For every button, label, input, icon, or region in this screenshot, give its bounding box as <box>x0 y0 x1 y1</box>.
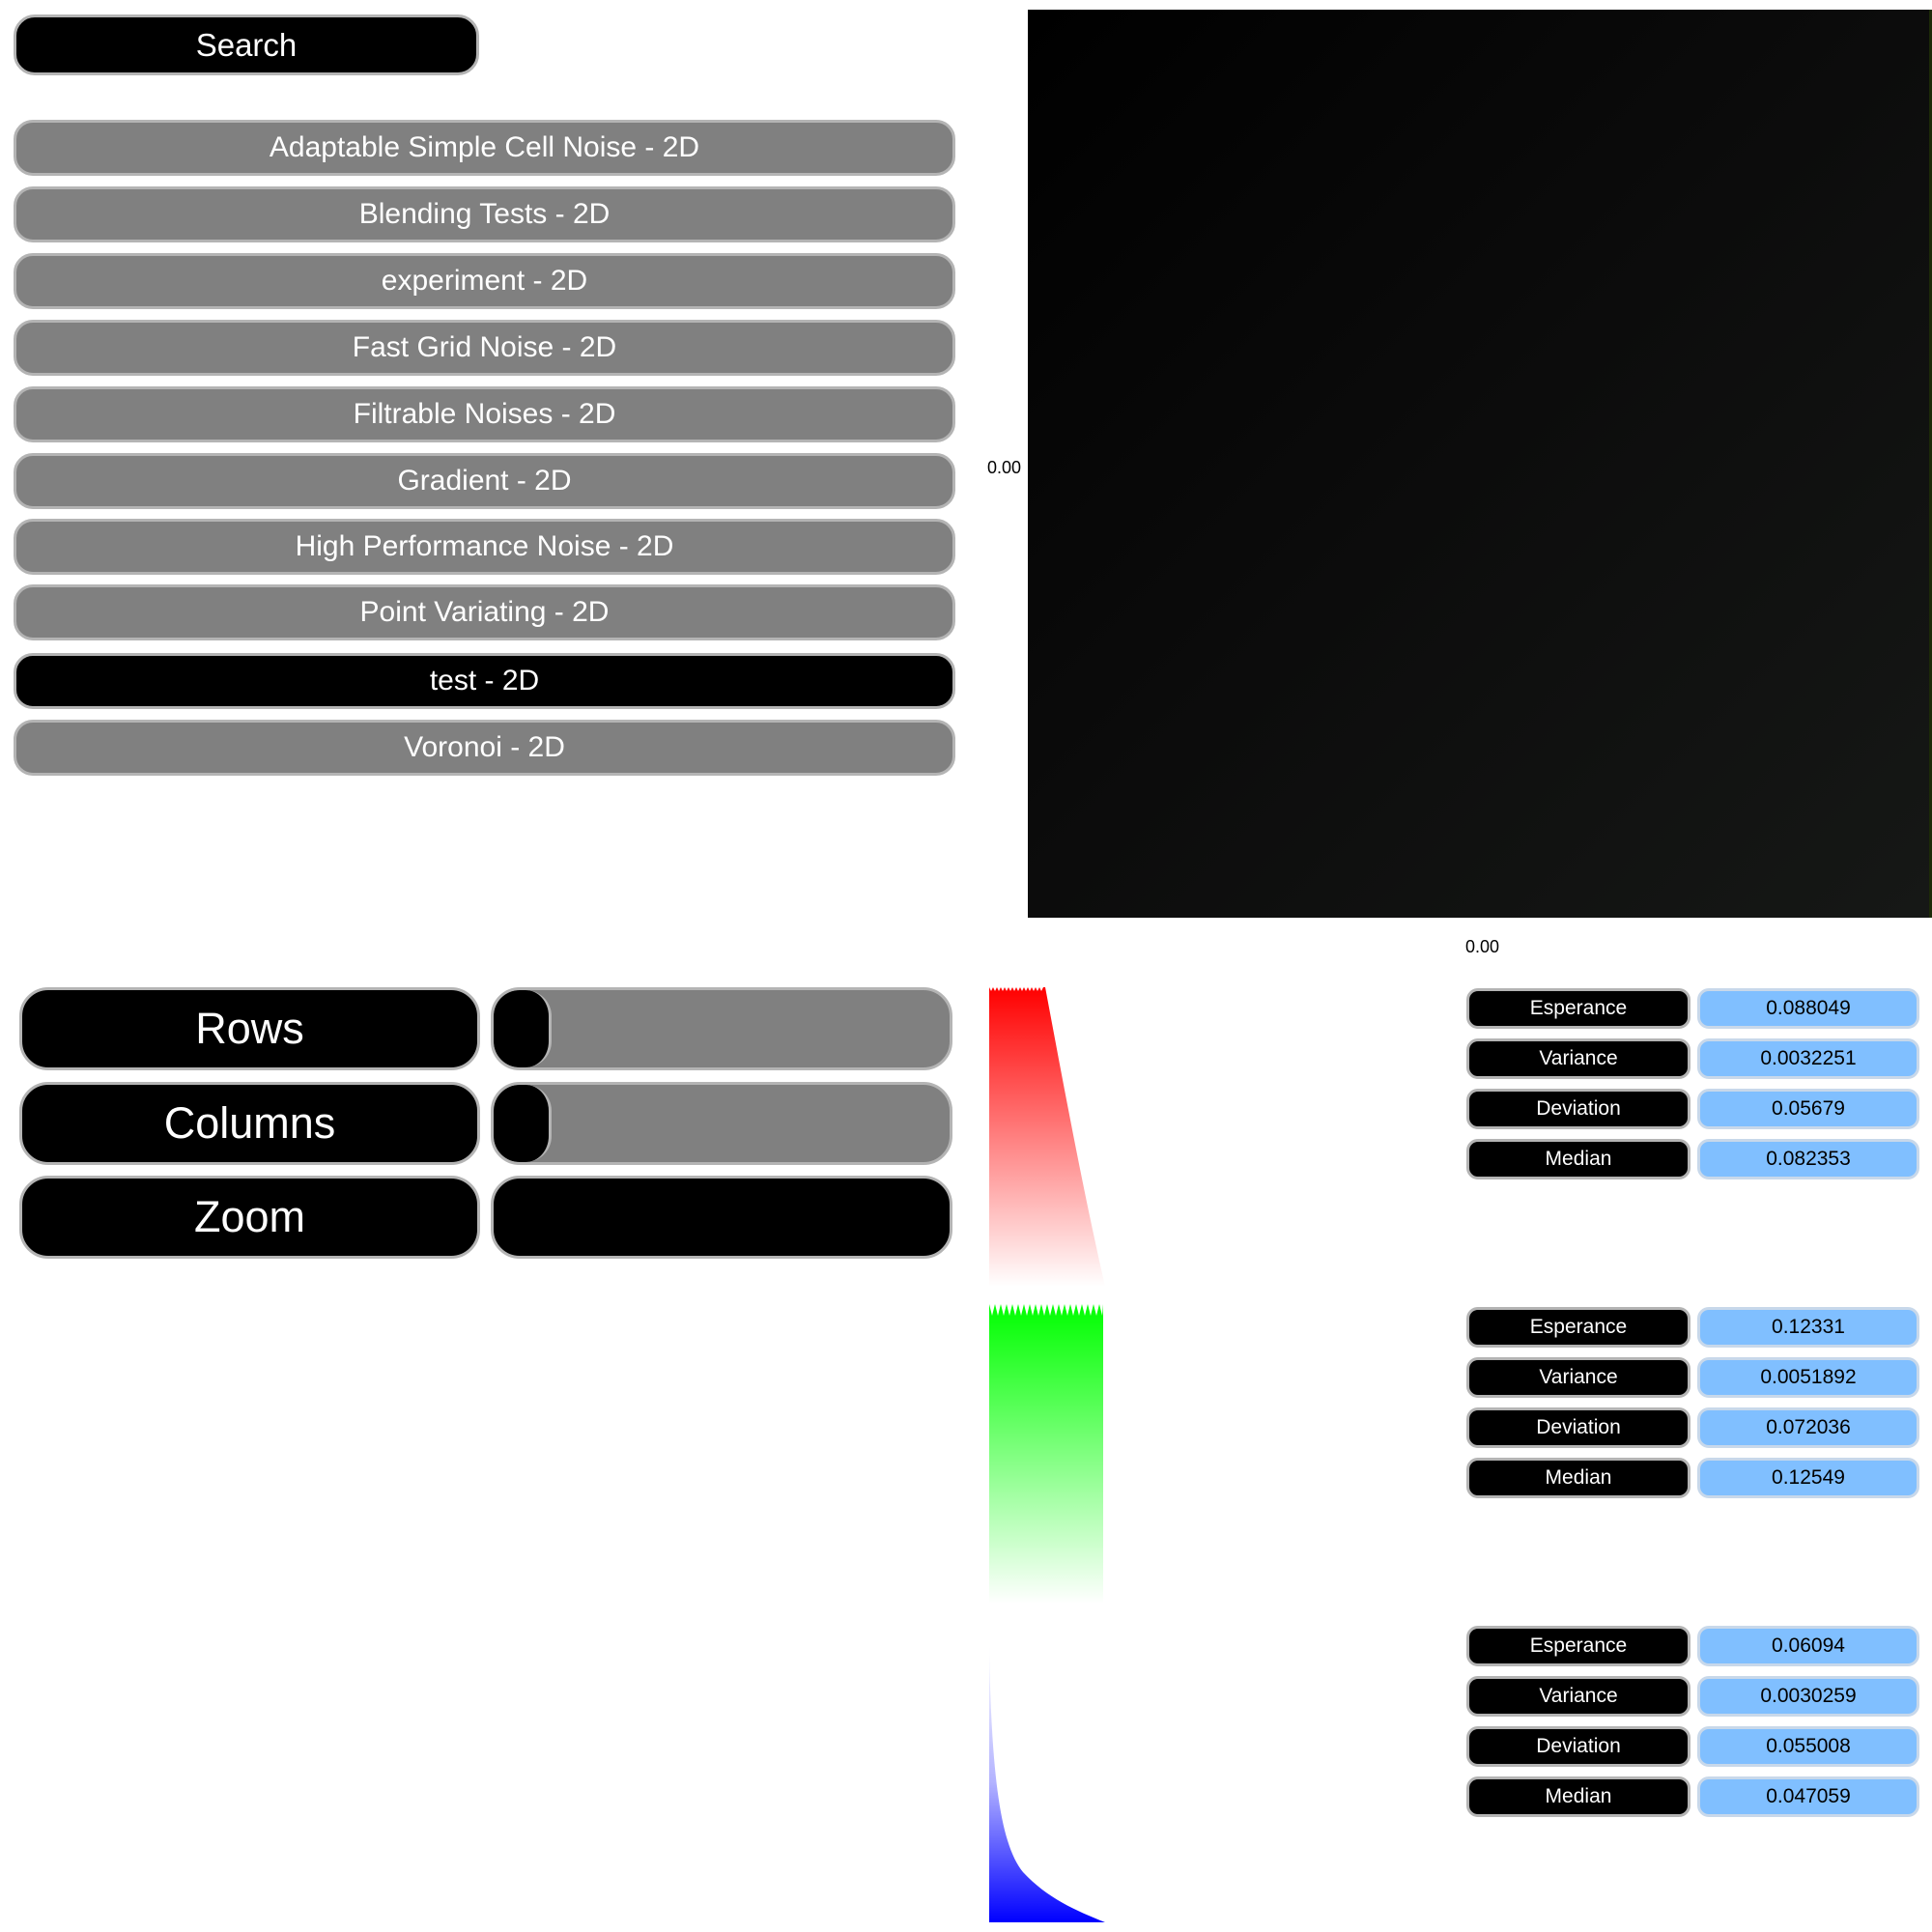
preview-edge <box>1929 10 1932 918</box>
green-esperance-label: Esperance <box>1466 1307 1690 1348</box>
blue-variance-value: 0.0030259 <box>1697 1676 1919 1717</box>
green-esperance-value: 0.12331 <box>1697 1307 1919 1348</box>
green-deviation-label: Deviation <box>1466 1407 1690 1448</box>
blue-median-label: Median <box>1466 1776 1690 1817</box>
blue-deviation-label: Deviation <box>1466 1726 1690 1767</box>
noise-list-item-selected[interactable]: test - 2D <box>14 653 955 709</box>
red-esperance-label: Esperance <box>1466 988 1690 1029</box>
rows-slider[interactable] <box>491 987 952 1070</box>
noise-list-item[interactable]: Filtrable Noises - 2D <box>14 386 955 442</box>
blue-median-value: 0.047059 <box>1697 1776 1919 1817</box>
blue-deviation-value: 0.055008 <box>1697 1726 1919 1767</box>
red-histogram <box>989 987 1105 1287</box>
noise-list-item[interactable]: Adaptable Simple Cell Noise - 2D <box>14 120 955 176</box>
rows-label: Rows <box>19 987 480 1070</box>
noise-list-item[interactable]: Point Variating - 2D <box>14 584 955 640</box>
noise-list-item[interactable]: Fast Grid Noise - 2D <box>14 320 955 376</box>
red-deviation-value: 0.05679 <box>1697 1089 1919 1129</box>
noise-list-item[interactable]: High Performance Noise - 2D <box>14 519 955 575</box>
noise-list-item[interactable]: Gradient - 2D <box>14 453 955 509</box>
green-variance-value: 0.0051892 <box>1697 1357 1919 1398</box>
blue-histogram-shape <box>989 1642 1105 1922</box>
noise-preview-canvas[interactable] <box>1028 10 1932 918</box>
noise-list-item[interactable]: Blending Tests - 2D <box>14 186 955 242</box>
zoom-label: Zoom <box>19 1176 480 1259</box>
columns-label: Columns <box>19 1082 480 1165</box>
red-median-label: Median <box>1466 1139 1690 1179</box>
noise-list-item[interactable]: experiment - 2D <box>14 253 955 309</box>
zoom-slider[interactable] <box>491 1176 952 1259</box>
preview-y-axis-label: 0.00 <box>987 458 1022 477</box>
blue-esperance-value: 0.06094 <box>1697 1626 1919 1666</box>
green-deviation-value: 0.072036 <box>1697 1407 1919 1448</box>
green-histogram-shape <box>989 1304 1103 1604</box>
blue-esperance-label: Esperance <box>1466 1626 1690 1666</box>
red-histogram-shape <box>989 987 1105 1287</box>
blue-variance-label: Variance <box>1466 1676 1690 1717</box>
green-histogram <box>989 1304 1103 1604</box>
red-deviation-label: Deviation <box>1466 1089 1690 1129</box>
columns-slider[interactable] <box>491 1082 952 1165</box>
red-esperance-value: 0.088049 <box>1697 988 1919 1029</box>
red-variance-value: 0.0032251 <box>1697 1038 1919 1079</box>
columns-slider-fill <box>494 1085 552 1162</box>
green-median-label: Median <box>1466 1458 1690 1498</box>
rows-slider-fill <box>494 990 552 1067</box>
green-variance-label: Variance <box>1466 1357 1690 1398</box>
red-variance-label: Variance <box>1466 1038 1690 1079</box>
red-median-value: 0.082353 <box>1697 1139 1919 1179</box>
search-button[interactable]: Search <box>14 14 479 75</box>
green-median-value: 0.12549 <box>1697 1458 1919 1498</box>
preview-x-axis-label: 0.00 <box>1465 937 1500 956</box>
blue-histogram <box>989 1642 1105 1922</box>
noise-list-item[interactable]: Voronoi - 2D <box>14 720 955 776</box>
